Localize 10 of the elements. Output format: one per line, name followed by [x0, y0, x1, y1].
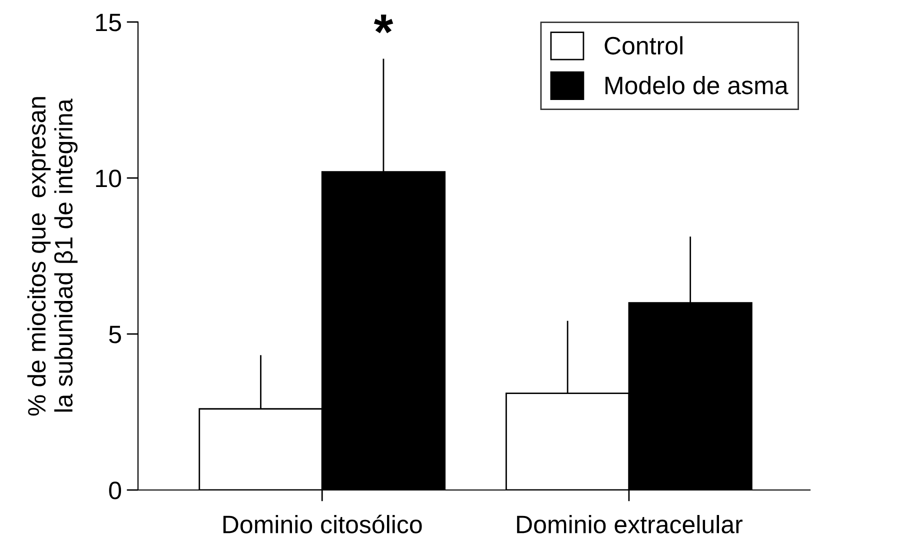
y-tick-label: 15: [96, 14, 121, 32]
y-tick-label: 5: [109, 326, 121, 344]
y-axis-title: % de miocitos que expresan la subunidad β1 de integrina: [27, 97, 78, 416]
legend-label: Modelo de asma: [606, 76, 788, 94]
y-tick-label: 0: [109, 482, 122, 500]
y-tick-label: 10: [96, 170, 122, 188]
x-tick-label: Dominio extracelular: [517, 515, 742, 534]
annotation: *: [374, 14, 394, 34]
x-tick-label: Dominio citosólico: [223, 514, 422, 534]
legend-label: Control: [604, 36, 682, 55]
